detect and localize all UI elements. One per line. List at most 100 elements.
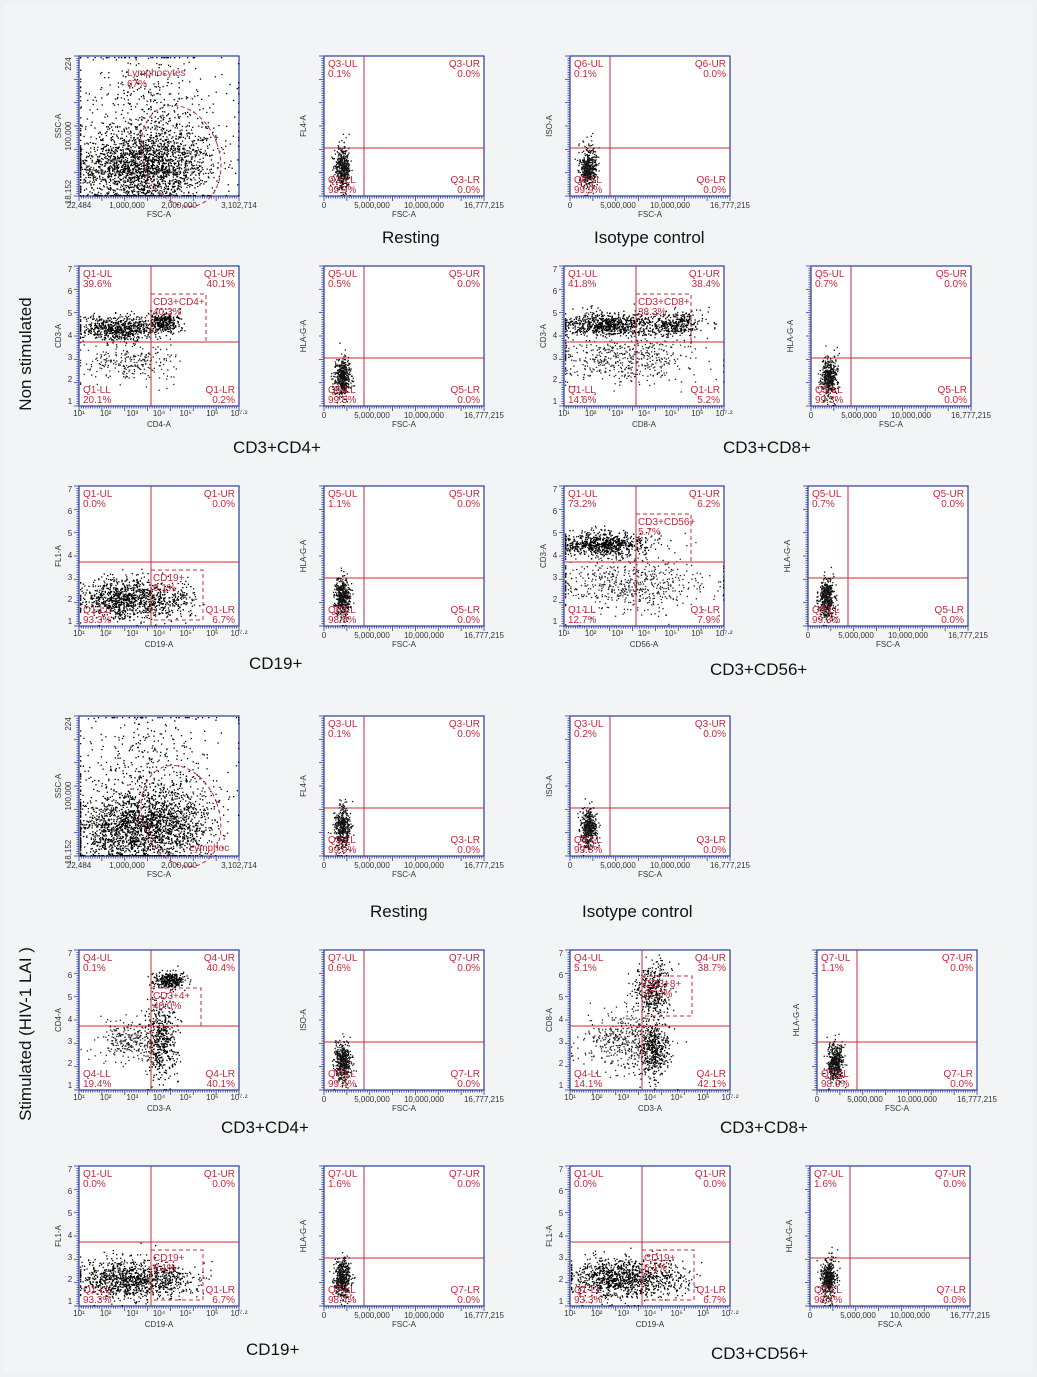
caption-cd3cd56-bottom: CD3+CD56+ [711,1344,808,1364]
y-tick-label: 4 [553,551,558,560]
x-tick-label: 10,000,000 [891,411,932,420]
quadrant-ur-value: 0.0% [212,499,235,510]
quadrant-ll-value: 93.3% [83,615,111,626]
quadrant-ll-value: 99.9% [328,185,356,196]
x-tick-label: 0 [322,411,327,420]
x-tick-label: 0 [322,1095,327,1104]
x-axis-label: CD3-A [638,1104,663,1113]
quadrant-lr-name: Q1-LR [206,1285,235,1296]
y-tick-label: 1 [68,617,73,626]
x-tick-label: 10¹ [73,409,85,418]
y-tick-label: 4 [68,1231,73,1240]
x-tick-label: 2,000,000 [161,201,197,210]
gate-label: CD3+CD8+ [638,297,690,308]
plot-panel-11: FSC-A HLA-G-A Q5-UL 0.7% Q5-UR 0.0% Q5-LL 99.3%… [783,485,989,649]
axis-ticks [319,55,485,201]
plot-svg: FSC-AISO-AQ3-UL0.2%Q3-UR0.0%Q3-LL99.8%Q3… [545,715,751,879]
y-tick-label: 1 [553,397,558,406]
gate-label: Lymphoc [189,843,229,854]
x-tick-label: 16,777,215 [464,201,505,210]
y-axis-label: HLA-G-A [299,1219,308,1252]
x-tick-label: 5,000,000 [600,201,636,210]
quadrant-ul-value: 39.6% [83,279,111,290]
x-axis-label: FSC-A [147,870,172,879]
quadrant-ur-value: 0.0% [212,1179,235,1190]
quadrant-ur-value: 0.0% [950,963,973,974]
cd3-cd8pos-events [626,954,680,1029]
scatter-events [80,717,240,857]
gate-label: CD19+ [153,1253,185,1264]
quadrant-lr-name: Q1-LR [691,605,720,616]
y-tick-label: 6 [553,507,558,516]
x-tick-label: 10¹ [73,1093,85,1102]
y-axis-label: CD3-A [539,323,548,348]
quadrant-lr-name: Q7-LR [451,1285,480,1296]
plot-svg: FSC-AHLA-G-AQ5-UL1.1%Q5-UR0.0%Q5-LL98.9%… [299,485,505,649]
quadrant-ur-name: Q7-UR [935,1169,966,1180]
y-tick-label: 4 [559,1231,564,1240]
caption-resting-bottom: Resting [370,902,428,922]
x-tick-label: 16,777,215 [464,1311,505,1320]
plot-svg: CD56-ACD3-ACD3+CD56+5.7%Q1-UL73.2%Q1-UR6… [539,485,733,649]
event-cloud [816,1246,841,1307]
x-tick-label: 16,777,215 [464,411,505,420]
marker-gate [150,987,202,1027]
x-tick-label: 10⁶ [206,409,218,418]
y-tick-label: 18,152 [64,179,73,204]
quadrant-ul-value: 0.0% [83,1179,106,1190]
quadrant-lr-value: 0.0% [457,185,480,196]
quadrant-ul-name: Q5-UL [328,269,358,280]
plot-frame [563,265,725,407]
quadrant-ur-value: 0.0% [941,499,964,510]
quadrant-ll-name: Q5-LL [328,385,356,396]
quadrant-ul-value: 0.7% [815,279,838,290]
axis-ticks [74,265,240,411]
quadrant-ll-name: Q1-LL [83,1285,111,1296]
gate-value: 37.3% [644,989,672,1000]
quadrant-ll-value: 12.7% [568,615,596,626]
x-tick-label: 1,000,000 [109,201,145,210]
x-tick-label: 10² [100,629,112,638]
x-tick-label: 10² [591,1309,603,1318]
x-axis-label: FSC-A [879,420,904,429]
y-tick-label: 3 [559,1253,564,1262]
quadrant-ul-name: Q3-UL [328,719,358,730]
x-tick-label: 0 [322,861,327,870]
y-tick-label: 5 [68,309,73,318]
quadrant-ll-value: 99.9% [328,845,356,856]
y-tick-label: 4 [68,1015,73,1024]
axis-ticks [74,715,240,861]
quadrant-ul-name: Q1-UL [574,1169,604,1180]
quadrant-ur-name: Q5-UR [449,269,480,280]
y-tick-label: 5 [68,1209,73,1218]
quadrant-ur-name: Q5-UR [449,489,480,500]
x-tick-label: 16,777,215 [710,201,751,210]
y-tick-label: 5 [559,993,564,1002]
gate-value: 67% [127,79,147,90]
quadrant-ul-name: Q7-UL [328,953,358,964]
quadrant-ul-value: 0.1% [574,69,597,80]
x-tick-label: 10⁷·² [230,629,247,638]
x-tick-label: 10⁴ [644,1093,657,1102]
y-tick-label: 1 [553,617,558,626]
cd3neg-events [565,528,725,627]
plot-panel-3: FSC-A ISO-A Q6-UL 0.1% Q6-UR 0.0% Q6-LL 99.9% Q6… [545,55,751,219]
y-tick-label: 6 [68,1187,73,1196]
quadrant-lr-name: Q1-LR [697,1285,726,1296]
x-tick-label: 0 [322,201,327,210]
cd3-cd56neg-events [565,525,672,563]
quadrant-ll-name: Q1-LL [568,605,596,616]
gate-label: CD3+8+ [644,979,681,990]
y-tick-label: 3 [553,573,558,582]
gate-value: 6.1% [153,1263,176,1274]
marker-gate [150,293,207,343]
axis-ticks [805,1165,971,1311]
plot-svg: CD4-ACD3-ACD3+CD4+40.3%Q1-UL39.6%Q1-UR40… [54,265,248,429]
x-tick-label: 10³ [127,629,139,638]
quadrant-lr-name: Q3-LR [697,835,726,846]
axis-ticks [319,265,485,411]
x-tick-label: 10¹ [73,629,85,638]
x-tick-label: 0 [806,631,811,640]
figure: Non stimulated Stimulated (HIV-1 LAI ) R… [4,4,1033,1373]
plot-panel-14: FSC-A ISO-A Q3-UL 0.2% Q3-UR 0.0% Q3-LL 99.8% Q3… [545,715,751,879]
